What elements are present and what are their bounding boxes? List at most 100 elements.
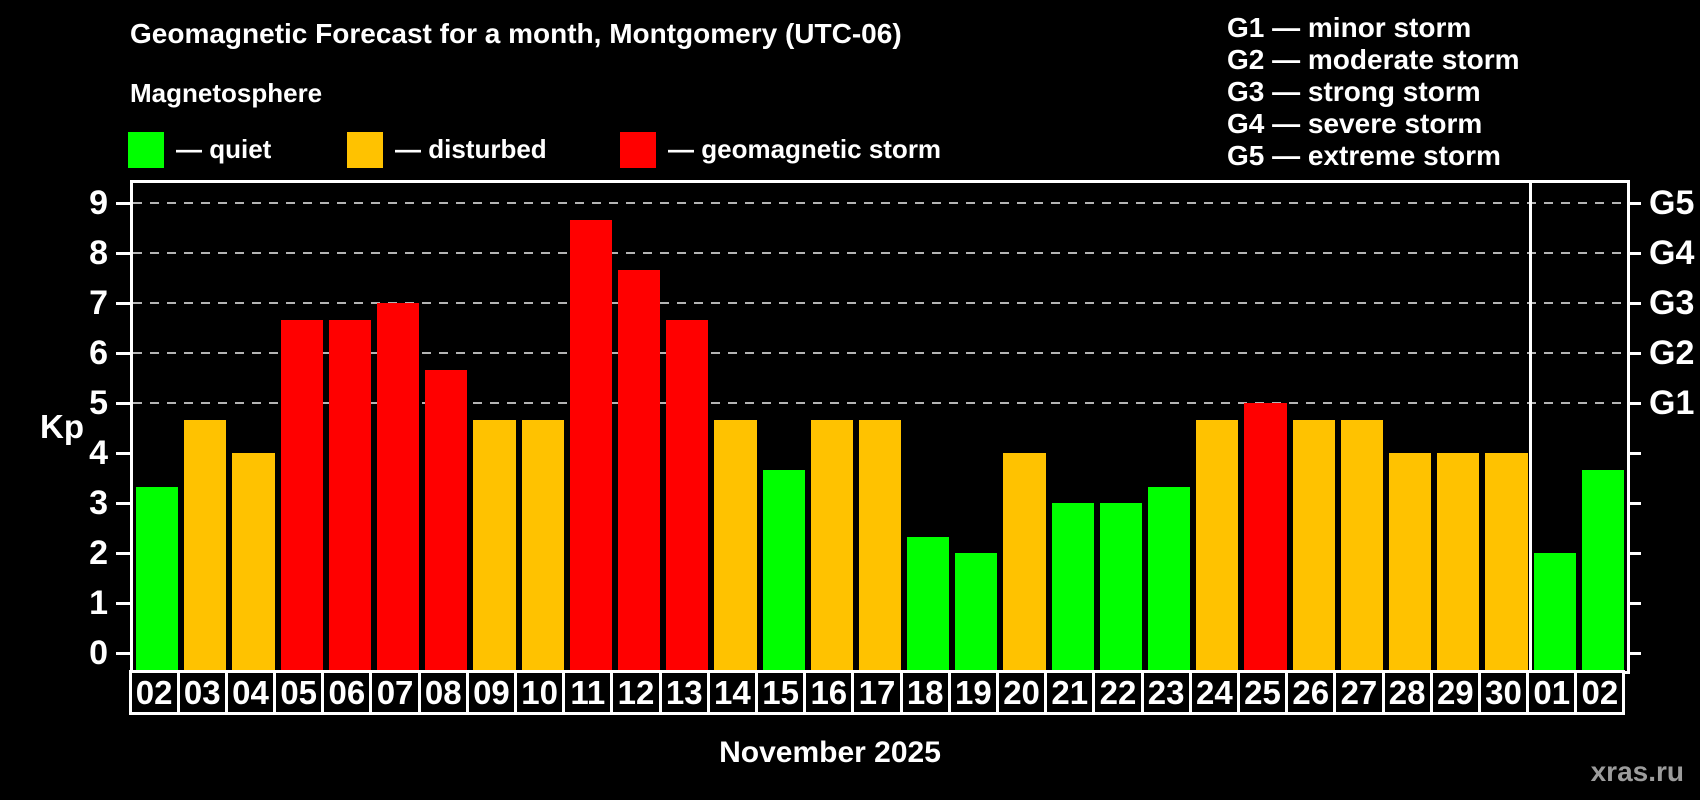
kp-bar-day-29 <box>1437 453 1480 671</box>
month-separator-line <box>1529 183 1533 671</box>
y-tick-left-1 <box>116 601 130 605</box>
kp-bar-day-26 <box>1292 419 1335 671</box>
kp-bar-day-07 <box>376 303 420 671</box>
subtitle-magnetosphere: Magnetosphere <box>130 78 323 108</box>
x-day-label-23: 23 <box>1140 670 1192 715</box>
x-day-label-04: 04 <box>224 670 277 715</box>
gridline-kp6 <box>133 352 1627 354</box>
kp-bar-day-08 <box>425 369 468 671</box>
y-tick-label-3: 3 <box>89 484 108 522</box>
kp-bar-day-12 <box>617 269 661 671</box>
y-tick-left-2 <box>116 551 130 555</box>
x-day-label-30: 30 <box>1477 670 1530 715</box>
y-tick-left-6 <box>116 351 130 355</box>
g-scale-label-g4: G4 <box>1649 234 1695 272</box>
gridline-kp5 <box>133 402 1627 404</box>
y-tick-left-5 <box>116 401 130 405</box>
x-day-label-29: 29 <box>1429 670 1481 715</box>
y-tick-right-0 <box>1627 651 1641 655</box>
x-day-label-10: 10 <box>514 670 566 715</box>
x-day-label-28: 28 <box>1381 670 1433 715</box>
kp-bar-day-06 <box>328 319 371 671</box>
kp-bar-day-21 <box>1051 503 1094 671</box>
y-tick-right-8 <box>1627 251 1641 255</box>
y-tick-label-9: 9 <box>89 184 108 222</box>
storm-scale-line-g5: G5 — extreme storm <box>1227 140 1501 171</box>
y-tick-left-9 <box>116 201 130 205</box>
y-tick-right-9 <box>1627 201 1641 205</box>
y-tick-label-4: 4 <box>89 434 108 472</box>
x-day-label-07: 07 <box>369 670 421 715</box>
page-title: Geomagnetic Forecast for a month, Montgo… <box>130 18 902 49</box>
kp-bar-day-10 <box>521 419 564 671</box>
kp-bar-day-14 <box>714 419 757 671</box>
x-day-label-27: 27 <box>1333 670 1385 715</box>
storm-scale-line-g3: G3 — strong storm <box>1227 76 1481 107</box>
y-tick-right-1 <box>1627 601 1641 605</box>
kp-bar-day-27 <box>1340 419 1384 671</box>
disturbed-color-swatch <box>347 132 383 168</box>
kp-bar-day-15 <box>762 469 805 671</box>
x-day-label-24: 24 <box>1188 670 1240 715</box>
y-tick-left-7 <box>116 301 130 305</box>
kp-bar-day-02 <box>136 486 179 671</box>
x-day-label-06: 06 <box>321 670 373 715</box>
kp-bar-day-23 <box>1148 486 1191 671</box>
y-tick-label-7: 7 <box>89 284 108 322</box>
y-tick-right-4 <box>1627 451 1641 455</box>
kp-bar-day-24 <box>1196 419 1239 671</box>
kp-bar-day-01 <box>1533 553 1576 671</box>
x-day-label-19: 19 <box>947 670 999 715</box>
y-tick-left-3 <box>116 501 130 505</box>
x-day-label-11: 11 <box>562 670 614 715</box>
x-day-label-17: 17 <box>851 670 903 715</box>
kp-bar-day-18 <box>907 536 950 671</box>
g-scale-label-g2: G2 <box>1649 334 1695 372</box>
y-tick-label-0: 0 <box>89 634 108 672</box>
y-tick-label-5: 5 <box>89 384 108 422</box>
kp-bar-day-25 <box>1244 403 1287 671</box>
x-day-label-02: 02 <box>128 670 180 715</box>
y-tick-right-6 <box>1627 351 1641 355</box>
kp-bar-day-13 <box>666 319 709 671</box>
y-axis-title-kp: Kp <box>40 408 84 445</box>
x-axis-caption: November 2025 <box>719 736 941 769</box>
storm-scale-legend: G1 — minor storm G2 — moderate storm G3 … <box>1227 12 1520 172</box>
kp-bar-day-03 <box>184 419 227 671</box>
y-tick-left-8 <box>116 251 130 255</box>
y-tick-right-7 <box>1627 301 1641 305</box>
x-day-label-08: 08 <box>417 670 469 715</box>
kp-bar-day-20 <box>1003 453 1046 671</box>
x-day-label-02: 02 <box>1574 670 1626 715</box>
kp-bar-day-05 <box>280 319 323 671</box>
x-day-label-26: 26 <box>1285 670 1337 715</box>
x-day-label-05: 05 <box>273 670 325 715</box>
y-tick-label-2: 2 <box>89 534 108 572</box>
y-tick-label-1: 1 <box>89 584 108 622</box>
x-day-label-15: 15 <box>755 670 807 715</box>
y-tick-right-3 <box>1627 501 1641 505</box>
kp-bar-day-28 <box>1389 453 1432 671</box>
g-scale-label-g5: G5 <box>1649 184 1695 222</box>
x-day-label-09: 09 <box>465 670 518 715</box>
legend-label-disturbed: — disturbed <box>395 134 547 164</box>
gridline-kp9 <box>133 202 1627 204</box>
x-day-label-01: 01 <box>1526 670 1578 715</box>
kp-bar-day-30 <box>1485 453 1528 671</box>
kp-bar-day-11 <box>569 219 612 671</box>
legend-label-storm: — geomagnetic storm <box>668 134 942 164</box>
kp-bar-day-19 <box>955 553 998 671</box>
x-day-label-03: 03 <box>176 670 228 715</box>
legend-label-quiet: — quiet <box>176 134 272 164</box>
watermark-xras: xras.ru <box>1590 756 1684 787</box>
storm-scale-line-g4: G4 — severe storm <box>1227 108 1483 139</box>
kp-bar-day-09 <box>473 419 516 671</box>
y-tick-left-4 <box>116 451 130 455</box>
gridline-kp8 <box>133 252 1627 254</box>
y-tick-left-0 <box>116 651 130 655</box>
y-tick-label-8: 8 <box>89 234 108 272</box>
x-day-label-21: 21 <box>1044 670 1096 715</box>
g-scale-label-g3: G3 <box>1649 284 1695 322</box>
plot-area: 0 1 2 3 4 5 6 7 8 9 G1 G2 G3 G4 G5 <box>89 180 1694 674</box>
